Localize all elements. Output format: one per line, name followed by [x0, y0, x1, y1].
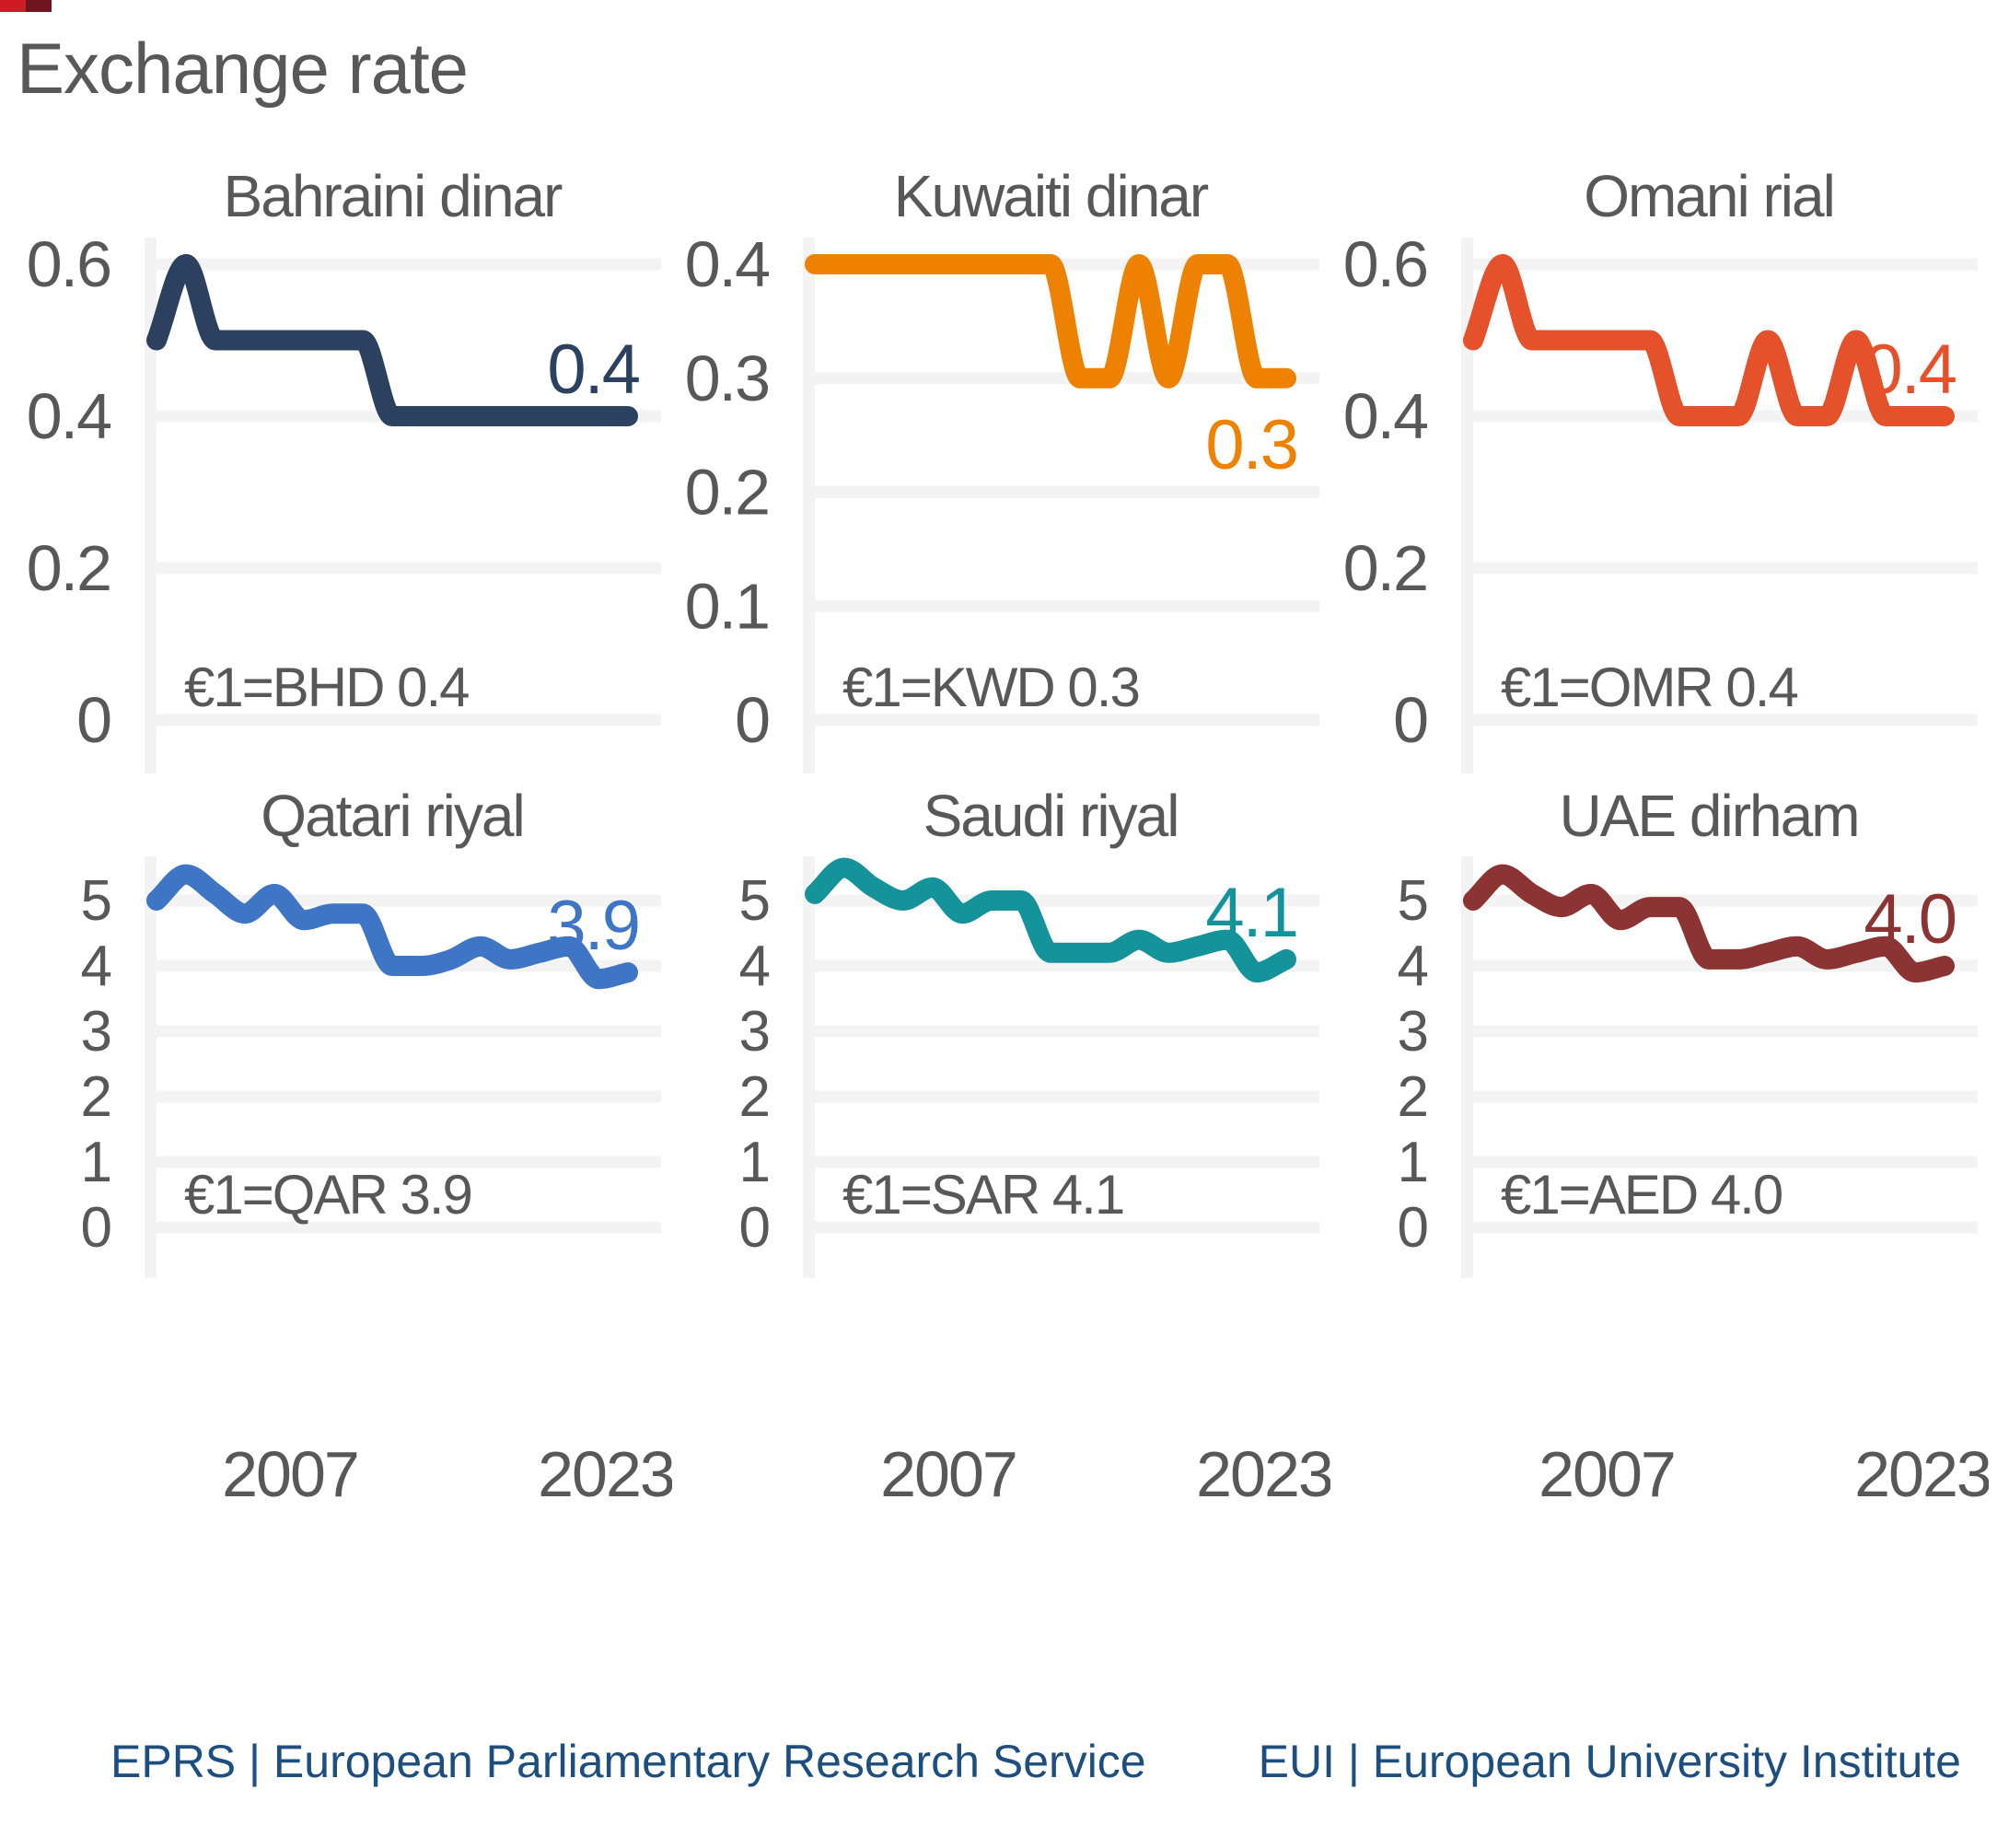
y-tick-label: 0.6: [27, 228, 110, 300]
source-eprs: EPRS | European Parliamentary Research S…: [110, 1736, 1146, 1787]
y-tick-label: 3: [1398, 1000, 1427, 1063]
y-tick-label: 5: [81, 869, 110, 933]
y-axis-strip: [803, 856, 815, 1278]
y-tick-label: 4: [1398, 935, 1428, 998]
y-tick-label: 0.4: [685, 228, 769, 300]
end-value-label: 0.3: [1205, 406, 1297, 484]
y-tick-label: 0: [81, 1196, 111, 1260]
annotation-label: €1=KWD 0.3: [842, 657, 1139, 718]
x-tick-label-end: 2023: [1196, 1438, 1330, 1510]
y-tick-label: 0: [1393, 684, 1427, 756]
y-axis-strip: [145, 238, 157, 773]
series-line: [805, 254, 1296, 389]
x-tick-label-start: 2007: [1539, 1438, 1675, 1510]
annotation-label: €1=AED 4.0: [1501, 1164, 1783, 1226]
end-value-label: 0.4: [1864, 331, 1956, 409]
y-axis-strip: [1461, 238, 1473, 773]
y-tick-label: 0.6: [1343, 228, 1427, 300]
chart-uae-dirham: 0 1 2 3 4 5 UAE dirham 4.0 €1=AED 4.0 2007 2023: [1333, 755, 1992, 1524]
y-tick-label: 1: [1398, 1131, 1427, 1194]
end-value-label: 3.9: [547, 887, 639, 965]
y-tick-label: 4: [739, 935, 770, 998]
y-tick-label: 1: [81, 1131, 110, 1194]
x-tick-label-end: 2023: [1854, 1438, 1989, 1510]
y-tick-label: 0.2: [685, 457, 769, 529]
y-tick-label: 0: [76, 684, 110, 756]
y-tick-label: 4: [81, 935, 111, 998]
y-tick-label: 0.1: [685, 570, 769, 642]
annotation-label: €1=QAR 3.9: [184, 1164, 471, 1226]
y-axis-strip: [1461, 856, 1473, 1278]
y-tick-label: 0: [1398, 1196, 1428, 1260]
annotation-label: €1=BHD 0.4: [184, 657, 469, 718]
series-line: [805, 857, 1296, 983]
page-title: Exchange rate: [17, 28, 469, 109]
end-value-label: 4.1: [1205, 874, 1297, 952]
end-value-label: 0.4: [547, 331, 639, 409]
chart-title: Bahraini dinar: [224, 163, 563, 229]
y-tick-label: 3: [81, 1000, 110, 1063]
series-line: [1463, 864, 1955, 983]
y-tick-label: 0: [735, 684, 769, 756]
y-axis-strip: [803, 238, 815, 773]
y-tick-label: 0: [739, 1196, 770, 1260]
chart-bahraini-dinar: 0 0.2 0.4 0.6 Bahraini dinar 0.4 €1=BHD 0.4: [17, 147, 672, 796]
x-tick-label-start: 2007: [880, 1438, 1016, 1510]
source-eui: EUI | European University Institute: [1258, 1736, 1961, 1787]
source-footer: EPRS | European Parliamentary Research S…: [0, 1735, 2009, 1799]
corner-artifact: [0, 0, 52, 12]
chart-title: Qatari riyal: [261, 783, 523, 849]
annotation-label: €1=OMR 0.4: [1501, 657, 1797, 718]
y-tick-label: 5: [739, 869, 769, 933]
chart-title: Kuwaiti dinar: [894, 163, 1209, 229]
y-tick-label: 0.2: [1343, 532, 1427, 604]
series-line: [146, 254, 638, 426]
series-line: [146, 864, 638, 990]
y-tick-label: 2: [739, 1065, 769, 1129]
x-tick-label-end: 2023: [538, 1438, 672, 1510]
y-tick-label: 3: [739, 1000, 769, 1063]
chart-title: Omani rial: [1584, 163, 1834, 229]
y-tick-label: 1: [739, 1131, 769, 1194]
chart-title: UAE dirham: [1560, 783, 1859, 849]
chart-title: Saudi riyal: [923, 783, 1179, 849]
series-line: [1463, 254, 1955, 426]
y-tick-label: 0.2: [27, 532, 110, 604]
chart-kuwaiti-dinar: 0 0.1 0.2 0.3 0.4 Kuwaiti dinar 0.3 €1=KWD 0.3: [675, 147, 1330, 796]
y-tick-label: 2: [1398, 1065, 1427, 1129]
chart-saudi-riyal: 0 1 2 3 4 5 Saudi riyal 4.1 €1=SAR 4.1 2007 2023: [675, 755, 1334, 1524]
annotation-label: €1=SAR 4.1: [842, 1164, 1123, 1226]
chart-omani-rial: 0 0.2 0.4 0.6 Omani rial 0.4 €1=OMR 0.4: [1333, 147, 1989, 796]
y-tick-label: 0.3: [685, 343, 769, 414]
y-tick-label: 0.4: [1343, 380, 1427, 452]
y-tick-label: 2: [81, 1065, 110, 1129]
y-axis-strip: [145, 856, 157, 1278]
x-tick-label-start: 2007: [222, 1438, 358, 1510]
y-tick-label: 0.4: [27, 380, 110, 452]
end-value-label: 4.0: [1864, 880, 1956, 959]
y-tick-label: 5: [1398, 869, 1427, 933]
chart-qatari-riyal: 0 1 2 3 4 5 Qatari riyal 3.9 €1=QAR 3.9 2007 2023: [17, 755, 676, 1524]
